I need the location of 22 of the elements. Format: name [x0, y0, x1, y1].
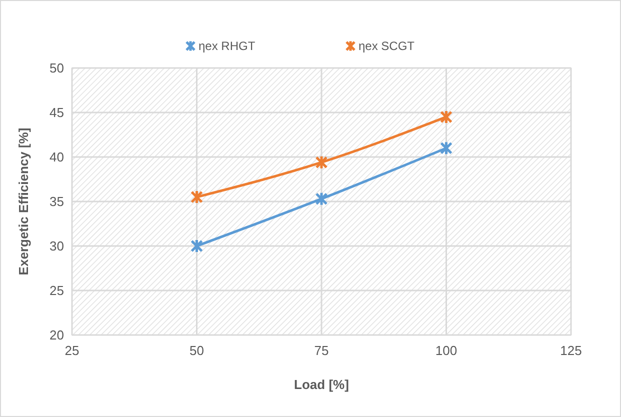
- legend-label: ηex SCGT: [358, 39, 416, 54]
- x-tick-label: 100: [435, 343, 458, 358]
- y-axis-title: Exergetic Efficiency [%]: [16, 128, 31, 276]
- point: [190, 238, 203, 254]
- y-tick-label: 30: [50, 238, 64, 254]
- x-tick-label: 75: [314, 343, 329, 358]
- point: [440, 110, 452, 124]
- x-tick-label: 50: [190, 343, 204, 358]
- x-tick-label: 125: [560, 343, 582, 358]
- x-axis-title: Load [%]: [294, 377, 349, 392]
- y-tick-label: 25: [50, 283, 64, 298]
- point: [315, 192, 328, 206]
- point: [190, 190, 203, 204]
- y-tick-label: 45: [50, 105, 64, 120]
- y-tick-label: 20: [50, 328, 64, 343]
- point: [315, 155, 328, 170]
- y-tick-label: 50: [50, 60, 64, 76]
- y-tick-label: 35: [50, 194, 64, 210]
- x-tick-label: 25: [64, 343, 80, 358]
- legend-label: ηex RHGT: [198, 39, 256, 54]
- y-tick-label: 40: [50, 150, 64, 165]
- point: [440, 140, 452, 156]
